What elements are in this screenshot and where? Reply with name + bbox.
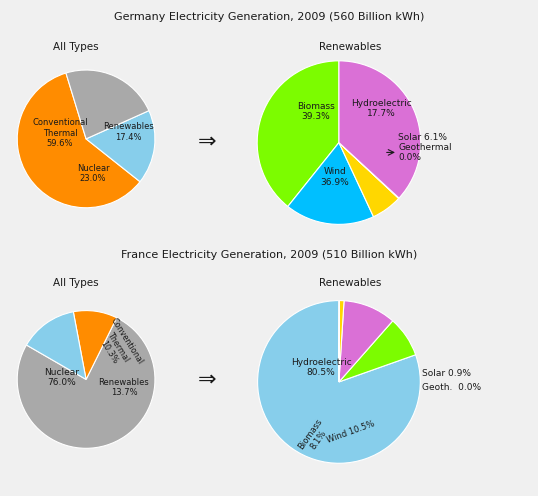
Wedge shape	[86, 111, 155, 182]
Text: Conventional
Thermal
59.6%: Conventional Thermal 59.6%	[32, 119, 88, 148]
Wedge shape	[26, 312, 86, 379]
Wedge shape	[339, 143, 399, 217]
Wedge shape	[66, 70, 149, 139]
Text: Geoth.  0.0%: Geoth. 0.0%	[422, 383, 481, 392]
Text: Biomass
8.1%: Biomass 8.1%	[296, 417, 332, 457]
Text: Nuclear
23.0%: Nuclear 23.0%	[76, 164, 109, 183]
Text: Nuclear
76.0%: Nuclear 76.0%	[45, 368, 80, 387]
Text: Renewables: Renewables	[318, 42, 381, 52]
Wedge shape	[339, 301, 344, 382]
Text: Geothermal
0.0%: Geothermal 0.0%	[399, 143, 452, 162]
Wedge shape	[73, 310, 117, 379]
Wedge shape	[339, 61, 421, 198]
Wedge shape	[339, 143, 399, 198]
Text: Renewables
17.4%: Renewables 17.4%	[103, 123, 154, 142]
Text: France Electricity Generation, 2009 (510 Billion kWh): France Electricity Generation, 2009 (510…	[121, 250, 417, 260]
Wedge shape	[257, 61, 339, 206]
Text: All Types: All Types	[53, 278, 98, 288]
Text: Wind 10.5%: Wind 10.5%	[326, 420, 376, 445]
Text: Germany Electricity Generation, 2009 (560 Billion kWh): Germany Electricity Generation, 2009 (56…	[114, 12, 424, 22]
Text: Conventional
Thermal
10.3%: Conventional Thermal 10.3%	[91, 316, 144, 377]
Text: Solar 0.9%: Solar 0.9%	[422, 370, 471, 378]
Wedge shape	[17, 73, 140, 208]
Text: ⇒: ⇒	[198, 370, 216, 389]
Wedge shape	[17, 318, 155, 448]
Text: Solar 6.1%: Solar 6.1%	[398, 133, 447, 142]
Text: Hydroelectric
17.7%: Hydroelectric 17.7%	[351, 99, 412, 118]
Text: Renewables: Renewables	[318, 278, 381, 288]
Text: ⇒: ⇒	[198, 131, 216, 151]
Wedge shape	[288, 143, 373, 224]
Text: All Types: All Types	[53, 42, 98, 52]
Wedge shape	[339, 301, 393, 382]
Text: Hydroelectric
80.5%: Hydroelectric 80.5%	[291, 358, 351, 377]
Text: Renewables
13.7%: Renewables 13.7%	[98, 378, 150, 397]
Text: Biomass
39.3%: Biomass 39.3%	[297, 102, 335, 121]
Wedge shape	[258, 301, 420, 463]
Wedge shape	[339, 321, 416, 382]
Text: Wind
36.9%: Wind 36.9%	[321, 167, 349, 186]
